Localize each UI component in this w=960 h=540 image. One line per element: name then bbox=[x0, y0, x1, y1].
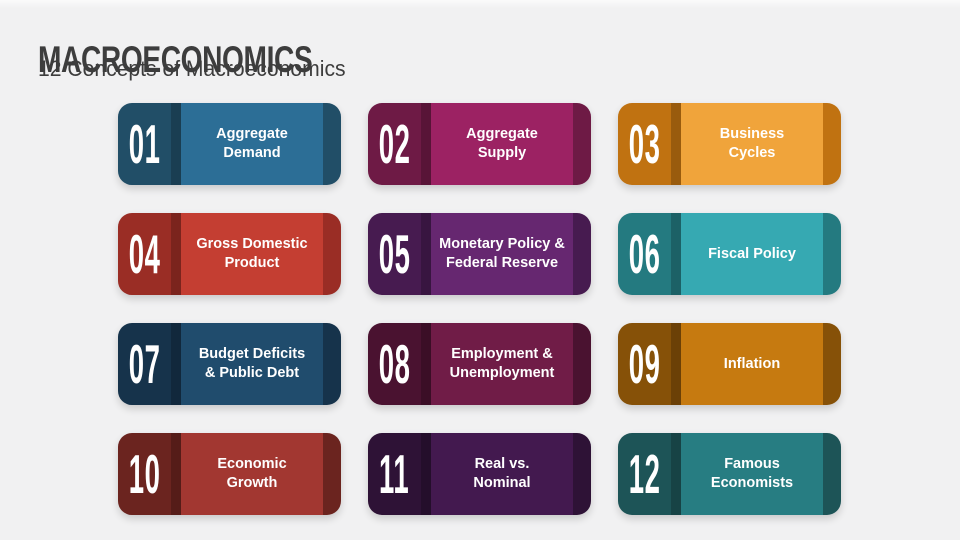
card-number: 02 bbox=[378, 112, 411, 175]
card-divider bbox=[421, 433, 431, 515]
card-number: 03 bbox=[628, 112, 661, 175]
card-label-zone: Economic Growth bbox=[181, 433, 323, 515]
card-label: Employment & Unemployment bbox=[449, 346, 555, 381]
card-label-zone: Real vs. Nominal bbox=[431, 433, 573, 515]
card-divider bbox=[171, 433, 181, 515]
card-right-edge bbox=[823, 213, 841, 295]
card-number: 04 bbox=[128, 222, 161, 285]
card-number-zone: 06 bbox=[618, 213, 671, 295]
card-right-edge bbox=[573, 213, 591, 295]
card-right-edge bbox=[573, 323, 591, 405]
card-number-zone: 07 bbox=[118, 323, 171, 405]
card-label: Fiscal Policy bbox=[708, 245, 796, 262]
card-label: Inflation bbox=[723, 355, 781, 372]
card-label: Real vs. Nominal bbox=[473, 456, 531, 491]
concept-card-grid: 01 Aggregate Demand 02 Aggregate Supply … bbox=[118, 103, 841, 515]
card-number: 05 bbox=[378, 222, 411, 285]
card-label: Gross Domestic Product bbox=[196, 236, 308, 271]
card-right-edge bbox=[323, 213, 341, 295]
concept-card-economic-growth: 10 Economic Growth bbox=[118, 433, 341, 515]
card-divider bbox=[171, 323, 181, 405]
card-right-edge bbox=[823, 323, 841, 405]
concept-card-budget-deficits: 07 Budget Deficits & Public Debt bbox=[118, 323, 341, 405]
card-right-edge bbox=[323, 103, 341, 185]
card-label: Monetary Policy & Federal Reserve bbox=[439, 236, 565, 271]
card-label-zone: Aggregate Demand bbox=[181, 103, 323, 185]
card-right-edge bbox=[323, 433, 341, 515]
card-number-zone: 04 bbox=[118, 213, 171, 295]
card-divider bbox=[421, 103, 431, 185]
card-number-zone: 11 bbox=[368, 433, 421, 515]
card-number-zone: 09 bbox=[618, 323, 671, 405]
card-divider bbox=[671, 433, 681, 515]
card-divider bbox=[421, 323, 431, 405]
concept-card-employment: 08 Employment & Unemployment bbox=[368, 323, 591, 405]
concept-card-inflation: 09 Inflation bbox=[618, 323, 841, 405]
concept-card-real-vs-nominal: 11 Real vs. Nominal bbox=[368, 433, 591, 515]
card-divider bbox=[671, 213, 681, 295]
card-divider bbox=[671, 323, 681, 405]
card-label-zone: Monetary Policy & Federal Reserve bbox=[431, 213, 573, 295]
card-label: Economic Growth bbox=[217, 456, 287, 491]
card-number-zone: 12 bbox=[618, 433, 671, 515]
card-label-zone: Budget Deficits & Public Debt bbox=[181, 323, 323, 405]
card-right-edge bbox=[573, 103, 591, 185]
card-divider bbox=[671, 103, 681, 185]
card-number: 12 bbox=[628, 442, 661, 505]
card-label: Famous Economists bbox=[710, 456, 794, 491]
card-label-zone: Famous Economists bbox=[681, 433, 823, 515]
card-label: Budget Deficits & Public Debt bbox=[198, 346, 306, 381]
concept-card-aggregate-demand: 01 Aggregate Demand bbox=[118, 103, 341, 185]
card-number: 09 bbox=[628, 332, 661, 395]
card-number-zone: 03 bbox=[618, 103, 671, 185]
card-number-zone: 02 bbox=[368, 103, 421, 185]
card-label-zone: Gross Domestic Product bbox=[181, 213, 323, 295]
card-label: Aggregate Supply bbox=[466, 126, 538, 161]
concept-card-monetary-policy: 05 Monetary Policy & Federal Reserve bbox=[368, 213, 591, 295]
card-number: 11 bbox=[379, 442, 410, 505]
card-number-zone: 01 bbox=[118, 103, 171, 185]
card-number: 01 bbox=[128, 112, 161, 175]
concept-card-business-cycles: 03 Business Cycles bbox=[618, 103, 841, 185]
card-number-zone: 05 bbox=[368, 213, 421, 295]
card-label-zone: Employment & Unemployment bbox=[431, 323, 573, 405]
card-number-zone: 10 bbox=[118, 433, 171, 515]
card-label-zone: Business Cycles bbox=[681, 103, 823, 185]
card-label-zone: Inflation bbox=[681, 323, 823, 405]
card-divider bbox=[171, 213, 181, 295]
card-number: 07 bbox=[128, 332, 161, 395]
card-number: 08 bbox=[378, 332, 411, 395]
card-right-edge bbox=[323, 323, 341, 405]
page-subtitle: 12 Concepts of Macroeconomics bbox=[38, 56, 346, 81]
card-number: 10 bbox=[128, 442, 161, 505]
card-label: Business Cycles bbox=[719, 126, 785, 161]
card-label-zone: Fiscal Policy bbox=[681, 213, 823, 295]
card-number-zone: 08 bbox=[368, 323, 421, 405]
card-label-zone: Aggregate Supply bbox=[431, 103, 573, 185]
card-divider bbox=[171, 103, 181, 185]
card-right-edge bbox=[573, 433, 591, 515]
card-right-edge bbox=[823, 433, 841, 515]
card-right-edge bbox=[823, 103, 841, 185]
concept-card-gross-domestic-product: 04 Gross Domestic Product bbox=[118, 213, 341, 295]
page-title: MACROECONOMICS bbox=[38, 38, 313, 80]
concept-card-famous-economists: 12 Famous Economists bbox=[618, 433, 841, 515]
concept-card-fiscal-policy: 06 Fiscal Policy bbox=[618, 213, 841, 295]
card-number: 06 bbox=[628, 222, 661, 285]
card-label: Aggregate Demand bbox=[216, 126, 288, 161]
card-divider bbox=[421, 213, 431, 295]
concept-card-aggregate-supply: 02 Aggregate Supply bbox=[368, 103, 591, 185]
